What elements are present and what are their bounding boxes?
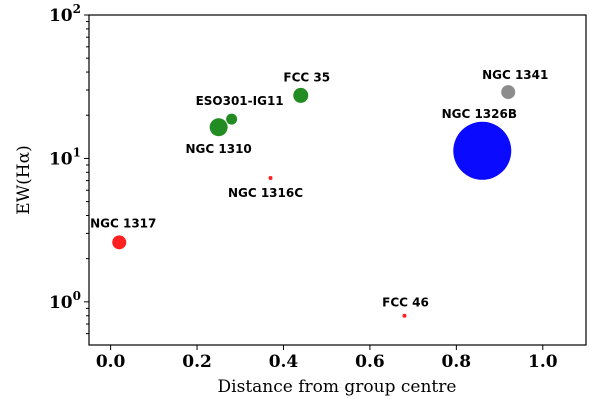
point-label: NGC 1317 <box>90 216 156 230</box>
y-tick-label: 102 <box>49 2 81 26</box>
data-point <box>209 118 228 137</box>
point-label: NGC 1326B <box>442 107 517 121</box>
point-label: NGC 1310 <box>186 142 252 156</box>
y-axis-label: EW(Hα) <box>14 145 34 214</box>
data-point <box>226 113 238 125</box>
x-tick-label: 0.8 <box>442 352 472 372</box>
point-label: FCC 35 <box>283 70 330 84</box>
x-tick-label: 1.0 <box>528 352 558 372</box>
y-tick-exponent: 0 <box>73 289 81 303</box>
y-tick-base: 10 <box>49 6 73 26</box>
points-layer <box>112 85 516 318</box>
x-tick-label: 0.2 <box>182 352 212 372</box>
y-tick-label: 100 <box>49 289 81 313</box>
point-labels-layer: NGC 1317 NGC 1310 ESO301-IG11 FCC 35 NGC 131… <box>90 68 548 310</box>
y-tick-exponent: 2 <box>73 2 81 16</box>
point-label: ESO301-IG11 <box>196 94 284 108</box>
point-label: NGC 1341 <box>482 68 548 82</box>
data-point <box>112 235 127 250</box>
y-tick-label: 101 <box>49 145 81 169</box>
data-point <box>453 121 512 180</box>
data-point <box>501 85 516 100</box>
x-tick-label: 0.4 <box>269 352 299 372</box>
y-tick-exponent: 1 <box>73 145 81 159</box>
x-tick-label: 0.0 <box>96 352 126 372</box>
data-point <box>268 176 273 181</box>
x-axis-label: Distance from group centre <box>218 377 457 397</box>
data-point <box>402 313 407 318</box>
x-tick-label: 0.6 <box>355 352 385 372</box>
point-label: FCC 46 <box>382 296 429 310</box>
point-label: NGC 1316C <box>228 186 303 200</box>
y-tick-base: 10 <box>49 293 73 313</box>
y-tick-base: 10 <box>49 149 73 169</box>
data-point <box>293 87 309 103</box>
x-axis-ticks: 0.0 0.2 0.4 0.6 0.8 1.0 <box>96 345 558 372</box>
plot-frame <box>88 14 587 346</box>
